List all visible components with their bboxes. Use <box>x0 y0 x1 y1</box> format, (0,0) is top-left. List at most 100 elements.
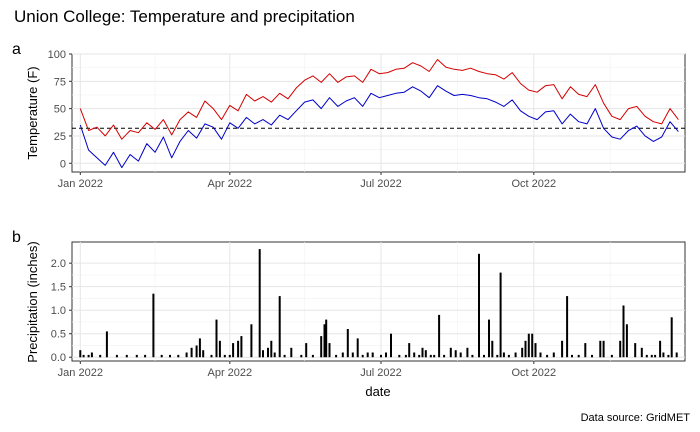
precipitation-bar <box>454 350 457 358</box>
precipitation-bar <box>488 319 490 358</box>
y-tick-label: 0 <box>60 158 66 170</box>
precipitation-bar <box>438 314 441 358</box>
precipitation-bar <box>325 319 328 358</box>
precipitation-bar <box>328 343 331 358</box>
precipitation-bar <box>346 329 349 358</box>
precipitation-bar <box>662 352 665 358</box>
precipitation-bar <box>385 352 387 358</box>
precipitation-bar <box>79 350 82 358</box>
temperature-panel: 0 25 50 75 100 Jan 2022 Apr 2022 Jul 2022 Oct 2… <box>25 49 686 190</box>
panel-a-tag: a <box>12 41 21 58</box>
panel-b-tag: b <box>12 229 21 246</box>
precipitation-bar <box>258 249 261 358</box>
precipitation-bar <box>87 354 90 358</box>
precipitation-bar <box>323 324 326 358</box>
precipitation-bar <box>215 319 218 358</box>
precipitation-bar <box>185 352 188 358</box>
precipitation-bar <box>195 345 198 358</box>
precipitation-bar <box>228 354 231 358</box>
temperature-gridlines <box>72 53 685 172</box>
precipitation-bar <box>496 354 499 358</box>
precipitation-bar <box>521 347 524 358</box>
precipitation-bar <box>619 340 622 358</box>
precipitation-y-ticks: 0.0 0.5 1.0 1.5 2.0 <box>51 258 72 364</box>
precipitation-bar <box>433 354 436 358</box>
series-line-low <box>79 85 679 169</box>
precipitation-bar <box>90 352 93 358</box>
precipitation-bar <box>115 354 118 358</box>
precipitation-bar <box>471 354 474 358</box>
precipitation-bar <box>356 338 359 358</box>
precipitation-bar <box>82 354 85 358</box>
y-tick-label: 0.0 <box>51 352 66 364</box>
precipitation-bar <box>390 333 392 358</box>
precipitation-bar <box>404 354 407 358</box>
y-tick-label: 50 <box>54 104 66 116</box>
precipitation-bar <box>413 352 416 358</box>
precipitation-bar <box>278 296 281 358</box>
precipitation-bar <box>320 336 323 358</box>
precipitation-bar <box>634 343 637 358</box>
precipitation-bar <box>650 354 653 358</box>
precipitation-bar <box>654 354 657 358</box>
precipitation-bar <box>491 340 494 358</box>
precipitation-bar <box>262 350 264 358</box>
precipitation-bar <box>270 340 273 358</box>
precipitation-bar <box>424 350 427 358</box>
temperature-y-ticks: 0 25 50 75 100 <box>48 49 72 170</box>
precipitation-bar <box>552 352 555 358</box>
precipitation-bar <box>169 354 171 358</box>
precipitation-bar <box>610 354 613 358</box>
precipitation-bar <box>478 253 480 358</box>
precipitation-bar <box>546 354 549 358</box>
precipitation-gridlines <box>72 242 685 361</box>
precipitation-bar <box>144 354 147 358</box>
temperature-series <box>79 59 679 169</box>
precipitation-bar <box>640 347 643 358</box>
x-tick-label: Jul 2022 <box>360 367 402 379</box>
precipitation-bar <box>449 347 452 358</box>
precipitation-bar <box>502 352 505 358</box>
y-tick-label: 75 <box>54 76 66 88</box>
precipitation-bar <box>398 354 401 358</box>
x-tick-label: Apr 2022 <box>207 367 252 379</box>
y-tick-label: 25 <box>54 131 66 143</box>
precipitation-bar <box>198 338 201 358</box>
precipitation-bar <box>514 352 517 358</box>
precipitation-bar <box>577 354 580 358</box>
precipitation-bar <box>311 354 314 358</box>
precipitation-bar <box>190 347 193 358</box>
precipitation-bar <box>466 347 469 358</box>
precipitation-bar <box>625 324 628 358</box>
precipitation-bar <box>351 352 354 358</box>
y-tick-label: 2.0 <box>51 258 66 270</box>
precipitation-bar <box>105 331 108 358</box>
precipitation-bar <box>366 352 369 358</box>
temperature-x-ticks: Jan 2022 Apr 2022 Jul 2022 Oct 2022 <box>58 172 556 190</box>
precipitation-bar <box>524 340 527 358</box>
precipitation-bar <box>539 352 542 358</box>
temperature-y-axis-title: Temperature (F) <box>25 66 40 159</box>
precipitation-bar <box>418 354 421 358</box>
precipitation-bar <box>152 293 155 358</box>
precipitation-bar <box>371 352 374 358</box>
precipitation-bar <box>380 354 382 358</box>
precipitation-bar <box>237 340 240 358</box>
precipitation-bar <box>267 347 269 358</box>
precipitation-bar <box>675 352 678 358</box>
precipitation-bar <box>531 333 534 358</box>
precipitation-bar <box>300 354 303 358</box>
precipitation-bar <box>273 352 276 358</box>
precipitation-bar <box>240 336 243 358</box>
precipitation-bar <box>135 354 138 358</box>
data-source-caption: Data source: GridMET <box>581 412 691 424</box>
precipitation-bars <box>79 249 678 358</box>
precipitation-bar <box>645 354 648 358</box>
x-tick-label: Oct 2022 <box>512 178 557 190</box>
precipitation-bar <box>622 305 625 358</box>
figure-title: Union College: Temperature and precipita… <box>14 7 355 26</box>
x-tick-label: Jan 2022 <box>58 178 103 190</box>
precipitation-bar <box>232 343 235 358</box>
precipitation-bar <box>429 354 432 358</box>
x-tick-label: Apr 2022 <box>207 178 252 190</box>
